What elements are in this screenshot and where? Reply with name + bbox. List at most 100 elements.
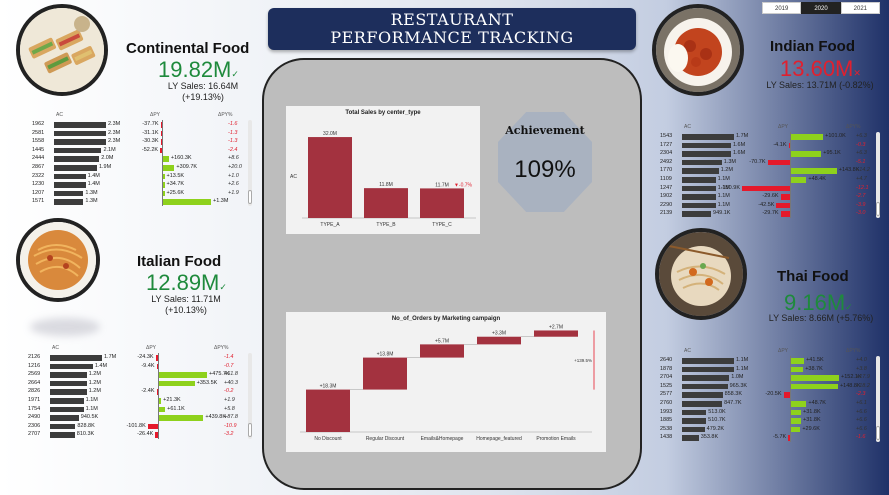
column-header-dpy-pct[interactable]: ΔPY%	[846, 348, 861, 354]
table-row[interactable]: 1543 1.7M +101.0K +6.3	[650, 133, 882, 140]
table-row[interactable]: 2290 1.1M -42.5K -3.9	[650, 202, 882, 209]
dpy-value: -4.1K	[773, 141, 787, 148]
dpy-pct-value: -10.9	[224, 422, 237, 429]
table-row[interactable]: 2581 2.3M -31.1K -1.3	[22, 130, 254, 137]
row-id: 2492	[660, 158, 673, 165]
dpy-bar	[159, 415, 204, 421]
table-row[interactable]: 1109 1.1M +48.4K +4.7	[650, 176, 882, 183]
dpy-pct-value: +4.0	[856, 357, 867, 363]
table-scrollbar[interactable]	[248, 353, 252, 439]
table-row[interactable]: 1230 1.4M +34.7K +2.6	[22, 181, 254, 188]
dpy-bar	[160, 139, 162, 145]
table-row[interactable]: 2867 1.9M +309.7K +20.0	[22, 164, 254, 171]
table-row[interactable]: 1754 1.1M +61.1K +5.8	[18, 406, 254, 413]
table-row[interactable]: 2704 1.0M +152.1K +17.9	[650, 374, 882, 381]
dpy-bar	[791, 426, 801, 433]
column-header-dpy-pct[interactable]: ΔPY%	[846, 124, 861, 130]
table-row[interactable]: 2444 2.0M +160.3K +8.6	[22, 155, 254, 162]
column-header-dpy-pct[interactable]: ΔPY%	[218, 112, 233, 118]
table-row[interactable]: 1571 1.3M +1.3M	[22, 198, 254, 205]
dpy-bar	[156, 389, 158, 395]
scroll-thumb[interactable]	[876, 426, 880, 440]
column-header-dpy[interactable]: ΔPY	[778, 348, 789, 354]
column-header-ac[interactable]: AC	[684, 348, 691, 354]
tick-label: Homepage_featured	[476, 436, 522, 442]
table-row[interactable]: 2664 1.2M +353.5K +40.3	[18, 380, 254, 387]
ac-value: 847.7K	[724, 400, 742, 406]
ac-bar	[682, 202, 716, 209]
table-row[interactable]: 1902 1.1M -29.6K -2.7	[650, 193, 882, 200]
table-row[interactable]: 2492 1.3M -70.7K -5.1	[650, 159, 882, 166]
ac-bar	[682, 409, 707, 416]
ac-bar	[50, 423, 76, 430]
row-id: 1230	[32, 181, 45, 188]
table-row[interactable]: 1885 510.7K +31.8K +6.6	[650, 417, 882, 424]
table-row[interactable]: 1971 1.1M +21.3K +1.9	[18, 397, 254, 404]
year-option-2020[interactable]: 2020	[801, 2, 841, 14]
table-row[interactable]: 2826 1.2M -2.4K -0.2	[18, 388, 254, 395]
table-row[interactable]: 1207 1.3M +25.6K +1.9	[22, 190, 254, 197]
y-axis-label: AC	[290, 174, 297, 180]
table-row[interactable]: 1216 1.4M -9.4K -0.7	[18, 363, 254, 370]
table-scrollbar[interactable]	[248, 120, 252, 206]
row-id: 1902	[660, 193, 673, 200]
table-row[interactable]: 1770 1.2M +143.8K +14.2	[650, 167, 882, 174]
row-id: 1247	[660, 184, 673, 191]
table-row[interactable]: 2707 810.3K -26.4K -3.2	[18, 431, 254, 438]
dpy-pct-value: +5.8	[224, 405, 235, 412]
indian-food-photo	[652, 4, 744, 96]
dpy-value: -31.1K	[142, 129, 159, 136]
column-header-ac[interactable]: AC	[52, 345, 59, 351]
dpy-pct-value: +1.0	[228, 172, 239, 179]
table-row[interactable]: 1438 353.8K -5.7K -1.6	[650, 434, 882, 441]
dpy-value: -24.3K	[137, 354, 154, 360]
italian-food-title: Italian Food	[137, 253, 222, 270]
table-row[interactable]: 1962 2.3M -37.7K -1.6	[22, 121, 254, 128]
table-row[interactable]: 1445 2.1M -52.2K -2.4	[22, 147, 254, 154]
scroll-thumb[interactable]	[876, 202, 880, 216]
ac-value: 2.1M	[103, 146, 116, 153]
table-row[interactable]: 2760 847.7K +48.7K +6.1	[650, 400, 882, 407]
ac-bar	[50, 406, 84, 413]
column-header-dpy[interactable]: ΔPY	[150, 112, 161, 118]
column-header-dpy[interactable]: ΔPY	[778, 124, 789, 130]
dpy-pct-value: +6.6	[856, 408, 867, 415]
ac-value: 1.1M	[717, 184, 730, 191]
table-row[interactable]: 2490 940.5K +439.8K +87.8	[18, 414, 254, 421]
dpy-bar	[163, 173, 165, 180]
table-row[interactable]: 2538 479.2K +29.6K +6.6	[650, 426, 882, 433]
table-row[interactable]: 1878 1.1M +38.7K +3.8	[650, 366, 882, 373]
table-row[interactable]: 2640 1.1M +41.5K +4.0	[650, 357, 882, 364]
table-row[interactable]: 2126 1.7M -24.3K -1.4	[18, 354, 254, 361]
year-option-2021[interactable]: 2021	[840, 2, 880, 14]
column-header-dpy[interactable]: ΔPY	[146, 345, 157, 351]
scroll-thumb[interactable]	[248, 190, 252, 204]
table-row[interactable]: 1525 965.3K +148.8K +18.2	[650, 383, 882, 390]
ac-bar	[682, 366, 734, 373]
table-row[interactable]: 2304 1.6M +95.1K +6.3	[650, 150, 882, 157]
table-scrollbar[interactable]	[876, 356, 880, 442]
column-header-ac[interactable]: AC	[684, 124, 691, 130]
scroll-thumb[interactable]	[248, 423, 252, 437]
table-row[interactable]: 1247 1.1M -150.9K -12.1	[650, 185, 882, 192]
table-row[interactable]: 2322 1.4M +13.5K +1.0	[22, 173, 254, 180]
year-option-2019[interactable]: 2019	[762, 2, 802, 14]
column-header-ac[interactable]: AC	[56, 112, 63, 118]
table-scrollbar[interactable]	[876, 132, 880, 218]
dpy-value: +48.4K	[808, 176, 826, 182]
table-row[interactable]: 1727 1.6M -4.1K -0.3	[650, 142, 882, 149]
table-row[interactable]: 2306 828.8K -101.8K -10.9	[18, 423, 254, 430]
dpy-axis-line	[158, 353, 159, 439]
ac-bar	[50, 415, 79, 421]
ac-bar	[682, 194, 716, 200]
column-header-dpy-pct[interactable]: ΔPY%	[214, 345, 229, 351]
table-row[interactable]: 2569 1.2M +475.7K +61.8	[18, 371, 254, 378]
table-row[interactable]: 2139 949.1K -29.7K -3.0	[650, 210, 882, 217]
ac-bar	[682, 392, 723, 398]
ac-value: 1.9M	[98, 164, 112, 170]
row-id: 1543	[660, 133, 673, 139]
table-row[interactable]: 2577 858.3K -20.5K -2.3	[650, 391, 882, 398]
table-row[interactable]: 1558 2.3M -30.3K -1.3	[22, 138, 254, 145]
ac-value: 510.7K	[708, 417, 726, 424]
table-row[interactable]: 1993 513.0K +31.8K +6.6	[650, 409, 882, 416]
